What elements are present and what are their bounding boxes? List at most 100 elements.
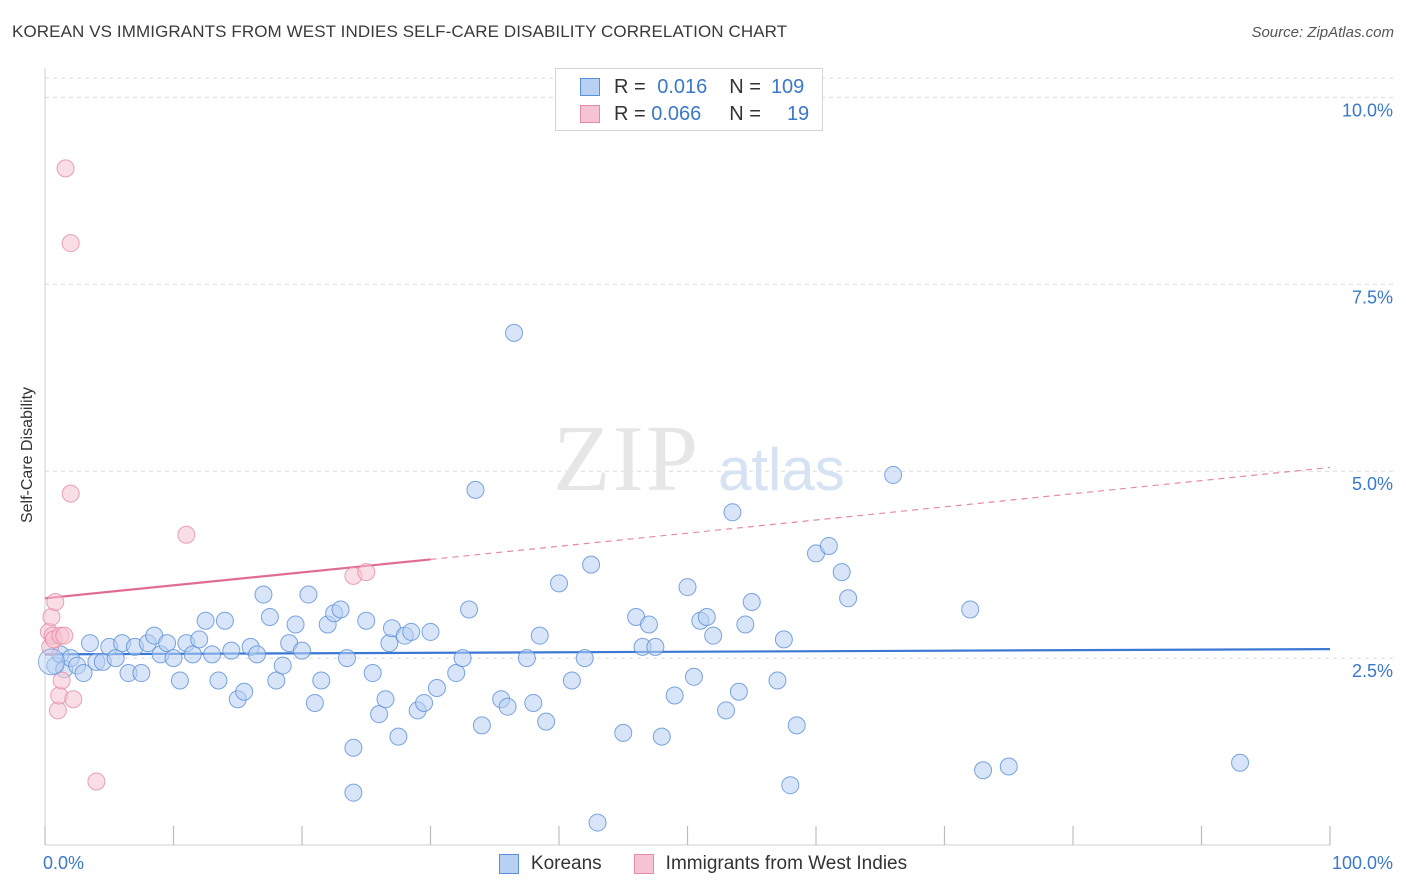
point-koreans (472, 716, 491, 735)
point-koreans (331, 600, 350, 619)
point-koreans (447, 664, 466, 683)
point-koreans (652, 727, 671, 746)
point-koreans (582, 555, 601, 574)
watermark-atlas: atlas (718, 436, 845, 503)
point-koreans (537, 712, 556, 731)
point-west-indies (55, 626, 74, 645)
point-koreans (421, 622, 440, 641)
point-koreans (697, 607, 716, 626)
point-koreans (736, 615, 755, 634)
point-west-indies (177, 525, 196, 544)
point-koreans (389, 727, 408, 746)
point-koreans (1231, 753, 1250, 772)
point-koreans (183, 645, 202, 664)
point-koreans (215, 611, 234, 630)
point-koreans (453, 649, 472, 668)
grid-lines (45, 77, 1393, 659)
point-west-indies (64, 690, 83, 709)
point-koreans (530, 626, 549, 645)
series-legend: Koreans Immigrants from West Indies (0, 852, 1406, 876)
legend-r-value: 0.066 (651, 102, 702, 125)
point-koreans (614, 723, 633, 742)
y-tick-label: 5.0% (1352, 474, 1393, 494)
x-tick-label: 0.0% (43, 853, 84, 873)
trendline-west-indies (44, 558, 431, 600)
point-koreans (466, 480, 485, 499)
watermark: ZIP atlas (553, 407, 845, 511)
legend-swatch-koreans (580, 78, 600, 96)
point-koreans (974, 761, 993, 780)
point-koreans (787, 716, 806, 735)
point-west-indies (52, 671, 71, 690)
point-koreans (729, 682, 748, 701)
legend-n-label: N = (729, 75, 761, 98)
point-koreans (498, 697, 517, 716)
point-koreans (203, 645, 222, 664)
data-points (37, 159, 1250, 832)
point-koreans (517, 649, 536, 668)
point-koreans (235, 682, 254, 701)
legend-item-west-indies[interactable]: Immigrants from West Indies (633, 853, 908, 875)
point-koreans (106, 649, 125, 668)
point-koreans (639, 615, 658, 634)
point-koreans (684, 667, 703, 686)
point-koreans (524, 693, 543, 712)
point-koreans (380, 634, 399, 653)
point-koreans (248, 645, 267, 664)
point-koreans (132, 664, 151, 683)
point-west-indies (357, 563, 376, 582)
legend-r-label: R = (614, 102, 646, 125)
point-koreans (588, 813, 607, 832)
point-koreans (839, 589, 858, 608)
correlation-legend: R = 0.016 N = 109 R = 0.066 N = 19 (555, 68, 823, 131)
point-west-indies (42, 607, 61, 626)
point-koreans (768, 671, 787, 690)
point-west-indies (87, 772, 106, 791)
point-koreans (717, 701, 736, 720)
point-koreans (344, 783, 363, 802)
point-koreans (305, 693, 324, 712)
legend-r-value: 0.016 (657, 75, 708, 98)
point-koreans (370, 705, 389, 724)
point-koreans (299, 585, 318, 604)
point-koreans (337, 649, 356, 668)
point-koreans (774, 630, 793, 649)
point-koreans (196, 611, 215, 630)
legend-row-koreans: R = 0.016 N = 109 (580, 75, 804, 99)
point-koreans (819, 536, 838, 555)
point-west-indies (46, 593, 65, 612)
point-koreans (427, 679, 446, 697)
point-west-indies (61, 234, 80, 253)
legend-n-label: N = (729, 102, 761, 125)
point-koreans (704, 626, 723, 645)
chart-title: KOREAN VS IMMIGRANTS FROM WEST INDIES SE… (12, 22, 788, 41)
point-koreans (646, 637, 665, 656)
legend-row-west-indies: R = 0.066 N = 19 (580, 102, 809, 126)
point-koreans (402, 622, 421, 641)
legend-item-koreans[interactable]: Koreans (498, 853, 602, 875)
point-koreans (363, 664, 382, 683)
point-koreans (781, 776, 800, 795)
tick-labels: 2.5% 5.0% 7.5% 10.0% 0.0% 100.0% (43, 100, 1393, 873)
swatch-west-indies (633, 854, 654, 874)
point-koreans (460, 600, 479, 619)
point-koreans (209, 671, 228, 690)
point-west-indies (56, 159, 75, 178)
legend-label-west-indies: Immigrants from West Indies (665, 853, 908, 874)
point-koreans (170, 671, 189, 690)
x-tick-label: 100.0% (1332, 853, 1393, 873)
point-koreans (312, 671, 331, 690)
point-koreans (723, 503, 742, 522)
trendline-west-indies-extension (430, 466, 1331, 561)
point-koreans (344, 738, 363, 757)
point-west-indies (61, 484, 80, 503)
point-koreans (832, 563, 851, 582)
legend-label-koreans: Koreans (530, 853, 602, 874)
point-koreans (884, 465, 903, 484)
point-koreans (222, 641, 241, 660)
legend-n-value: 19 (786, 102, 810, 125)
y-tick-label: 10.0% (1342, 100, 1393, 120)
point-koreans (267, 671, 286, 690)
point-koreans (80, 634, 99, 653)
point-koreans (74, 664, 93, 683)
